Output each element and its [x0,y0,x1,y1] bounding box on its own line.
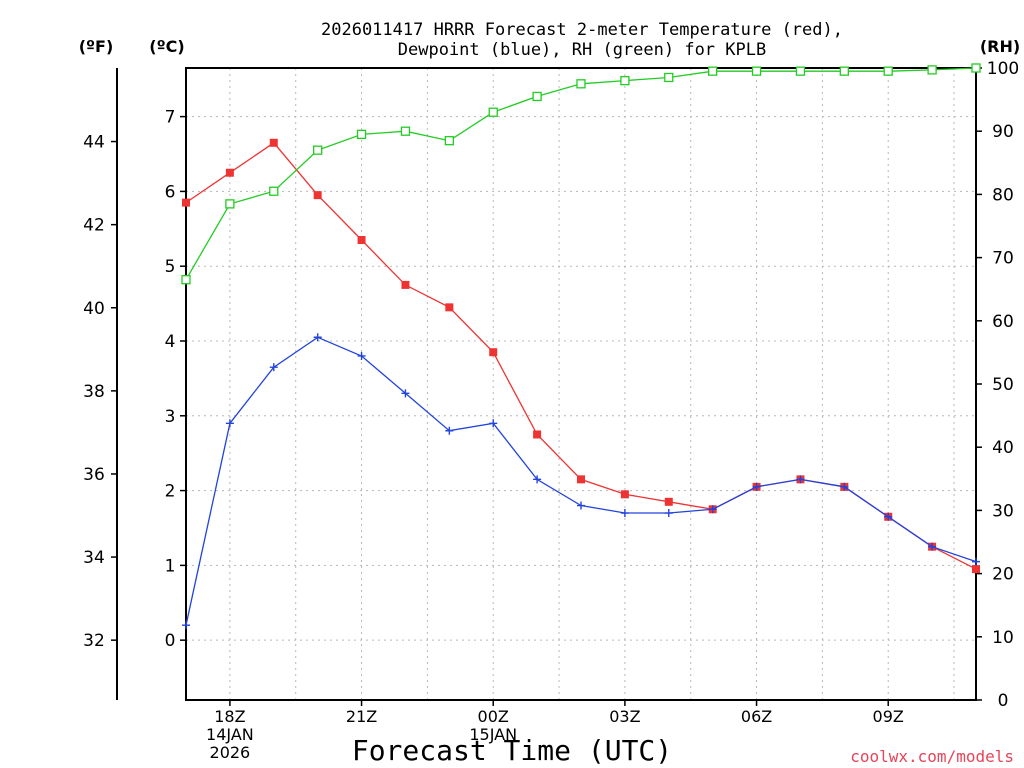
rh-point [839,66,849,76]
rh-tick-label: 20 [992,565,1014,585]
dewpoint-point [182,621,190,630]
dewpoint-point [445,426,454,435]
rh-point [488,107,498,117]
rh-point [620,75,630,86]
x-tick-label: 18Z [214,707,245,726]
temperature-point [620,490,629,499]
x-axis-label: Forecast Time (UTC) [352,734,672,767]
dewpoint-point [664,509,673,518]
fahrenheit-tick-label: 44 [83,133,105,153]
rh-point [751,66,762,76]
temperature-point [182,198,190,207]
rh-tick-label: 10 [992,628,1014,648]
dewpoint-point [708,505,717,514]
rh-point [576,79,586,89]
fahrenheit-tick-label: 34 [83,548,105,568]
fahrenheit-tick-label: 32 [83,631,105,651]
x-tick-label: 21Z [346,707,377,726]
fahrenheit-unit-label: (ºF) [79,37,114,56]
fahrenheit-tick-label: 42 [83,216,105,236]
dewpoint-point [884,512,893,521]
dewpoint-point [928,542,937,551]
temperature-point [225,168,234,177]
rh-point [664,72,674,83]
rh-point [708,66,718,76]
rh-point [313,145,323,155]
rh-point [795,66,806,76]
rh-tick-label: 100 [987,59,1019,79]
x-tick-label: 09Z [873,707,904,726]
rh-point [444,136,454,146]
dewpoint-point [357,351,366,360]
celsius-tick-label: 0 [165,631,176,651]
rh-point [971,63,981,73]
rh-tick-label: 80 [992,185,1014,205]
x-tick-label: 06Z [741,707,772,726]
celsius-tick-label: 6 [165,182,176,202]
dewpoint-point [269,363,278,372]
rh-tick-label: 30 [992,501,1014,521]
dewpoint-point [225,419,234,428]
fahrenheit-tick-label: 38 [83,382,105,402]
rh-tick-label: 0 [998,691,1009,711]
chart-title-line2: Dewpoint (blue), RH (green) for KPLB [398,40,766,60]
rh-tick-label: 70 [992,249,1014,269]
celsius-unit-label: (ºC) [149,37,184,56]
temperature-point [972,565,980,574]
rh-unit-label: (RH) [980,37,1020,56]
rh-point [181,275,191,285]
temperature-point [489,348,498,357]
dewpoint-point [840,482,849,491]
temperature-point [533,430,542,439]
temperature-point [269,138,278,147]
rh-point [225,199,235,209]
temperature-point [577,475,585,484]
temperature-point [664,497,673,506]
dewpoint-point [401,389,410,398]
rh-tick-label: 40 [992,438,1014,458]
rh-point [927,65,937,75]
dewpoint-point [796,475,805,484]
dewpoint-point [577,501,585,510]
fahrenheit-tick-label: 36 [83,465,105,485]
celsius-tick-label: 7 [165,108,176,128]
dewpoint-point [972,557,980,566]
rh-point [883,66,893,76]
credit-text: coolwx.com/models [850,747,1014,766]
x-tick-label: 2026 [210,743,251,762]
celsius-tick-label: 4 [165,332,176,352]
x-tick-label: 03Z [609,707,640,726]
axis-ticks: 0123456732343638404244010203040506070809… [83,59,1019,762]
x-tick-label: 14JAN [206,725,254,744]
temperature-point [357,236,366,245]
dewpoint-point [620,509,629,518]
rh-point [356,129,367,140]
temperature-point [313,191,322,200]
rh-point [400,126,411,136]
dewpoint-point [752,482,761,491]
rh-point [532,91,542,102]
chart-title-line1: 2026011417 HRRR Forecast 2-meter Tempera… [321,20,843,40]
rh-line [185,67,977,281]
temperature-point [401,280,410,289]
rh-tick-label: 90 [992,122,1014,142]
celsius-tick-label: 2 [165,482,176,502]
dewpoint-point [489,419,498,428]
rh-tick-label: 60 [992,312,1014,332]
x-tick-label: 00Z [478,707,509,726]
celsius-tick-label: 3 [165,407,176,427]
x-tick-label: 15JAN [469,725,517,744]
fahrenheit-tick-label: 40 [83,299,105,319]
dewpoint-point [313,333,322,342]
rh-tick-label: 50 [992,375,1014,395]
dewpoint-point [533,475,542,484]
celsius-tick-label: 5 [165,257,176,277]
temperature-point [445,303,454,312]
rh-point [269,186,279,196]
data-series [181,63,981,630]
celsius-tick-label: 1 [165,556,176,576]
